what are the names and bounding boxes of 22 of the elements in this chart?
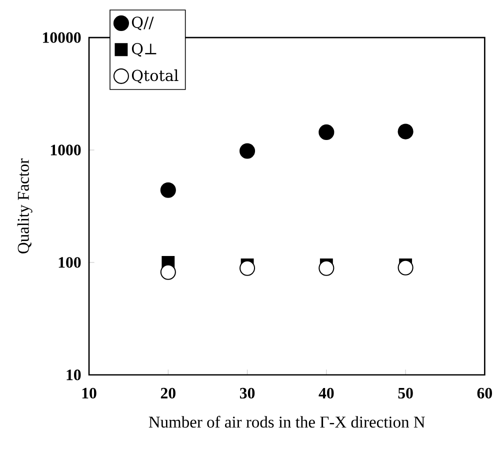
y-tick-label: 1000 xyxy=(50,144,81,156)
y-axis-title: Quality Factor xyxy=(17,158,32,254)
legend-label: Qtotal xyxy=(132,69,178,84)
point xyxy=(160,182,176,198)
point xyxy=(240,260,256,276)
x-axis-title: Number of air rods in the Γ-X direction N xyxy=(148,416,425,428)
legend-label: Q// xyxy=(132,16,154,30)
x-tick-label: 10 xyxy=(82,388,96,399)
x-tick-label: 60 xyxy=(477,388,492,399)
y-tick-label: 100 xyxy=(58,257,81,268)
x-tick-label: 40 xyxy=(318,388,334,399)
y-tick-label: 10000 xyxy=(43,32,81,43)
point xyxy=(318,124,334,140)
x-tick-label: 30 xyxy=(240,388,255,399)
x-tick-label: 50 xyxy=(398,388,413,399)
point xyxy=(398,124,414,140)
point xyxy=(398,260,414,276)
point xyxy=(240,143,256,159)
x-tick-label: 20 xyxy=(160,388,176,399)
legend-label: Q⊥ xyxy=(132,43,156,57)
y-tick-label: 10 xyxy=(66,370,81,380)
point xyxy=(318,260,334,276)
